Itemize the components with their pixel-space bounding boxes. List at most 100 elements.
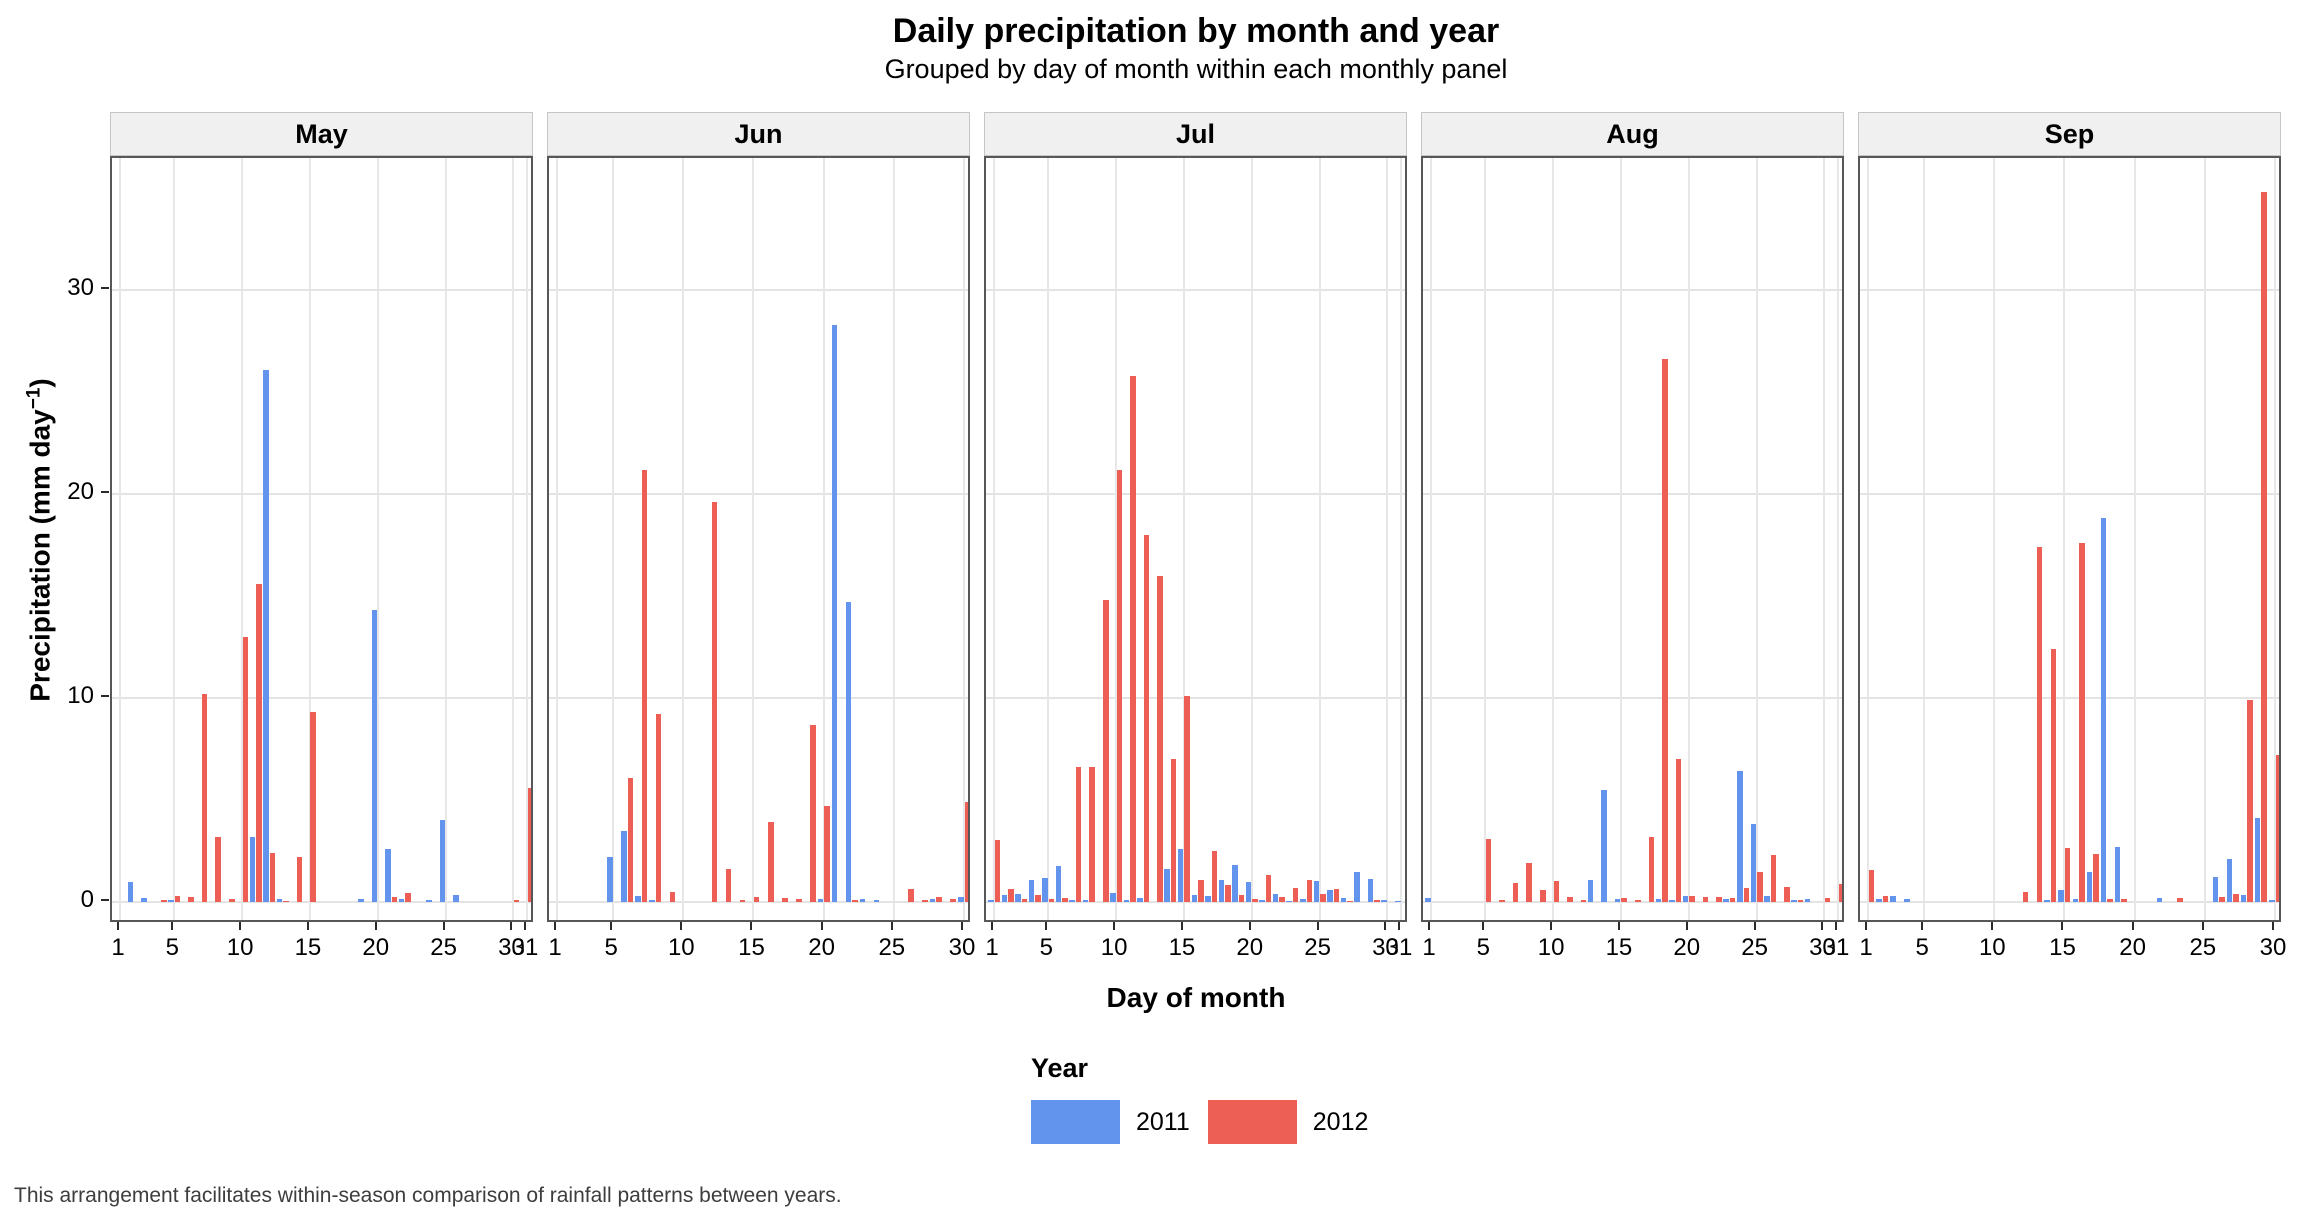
y-tick <box>101 491 109 493</box>
bar-2012 <box>2177 897 2183 902</box>
bar-2012 <box>2022 891 2029 902</box>
panel-strip-aug: Aug <box>1421 112 1844 156</box>
gridline-vertical <box>1823 158 1826 920</box>
gridline-vertical <box>1552 158 1555 920</box>
bar-2012 <box>2261 192 2267 902</box>
bar-2012 <box>161 899 167 902</box>
bar-2011 <box>1300 898 1306 902</box>
gridline-vertical <box>963 158 965 920</box>
gridline-vertical <box>241 158 244 920</box>
x-tick-label: 5 <box>165 934 179 961</box>
bar-2011 <box>1205 895 1211 902</box>
x-tick-label: 15 <box>738 934 765 961</box>
bar-2012 <box>174 895 181 902</box>
bar-2012 <box>201 693 208 902</box>
bar-2012 <box>1757 872 1763 902</box>
x-tick <box>2061 922 2064 930</box>
panel-strip-label: Jun <box>734 118 783 149</box>
x-tick <box>1617 922 1620 930</box>
x-tick <box>610 922 613 930</box>
bar-2012 <box>1499 899 1505 902</box>
bar-2011 <box>371 610 378 902</box>
x-tick-label: 25 <box>430 934 457 961</box>
panel-strip-label: Aug <box>1606 118 1659 149</box>
x-tick <box>117 922 119 930</box>
bar-2012 <box>782 897 788 902</box>
bar-2011 <box>1601 789 1607 902</box>
bar-2012 <box>669 891 676 902</box>
x-tick <box>374 922 377 930</box>
panel-strip-sep: Sep <box>1858 112 2281 156</box>
y-axis-title: Precipitation (mm day−1) <box>23 378 56 702</box>
gridline-vertical <box>1993 158 1996 920</box>
x-tick <box>1835 922 1837 930</box>
bar-2012 <box>1868 870 1874 902</box>
gridline-vertical <box>2133 158 2136 920</box>
bar-2011 <box>168 899 174 902</box>
bar-2011 <box>929 898 936 902</box>
x-tick <box>1550 922 1553 930</box>
bar-2011 <box>1272 893 1279 902</box>
bar-2011 <box>2100 518 2107 902</box>
x-tick <box>1482 922 1485 930</box>
y-tick-label: 30 <box>67 274 94 301</box>
bar-2012 <box>1567 896 1573 902</box>
gridline-vertical <box>892 158 895 920</box>
bar-2012 <box>824 806 830 902</box>
panel-may <box>110 156 533 922</box>
bar-2012 <box>753 896 760 902</box>
bar-2011 <box>426 899 432 902</box>
x-tick-label: 20 <box>362 934 390 961</box>
x-tick-label: 1 <box>1859 934 1873 961</box>
bar-2011 <box>2044 899 2050 902</box>
bar-2012 <box>1702 896 1709 902</box>
bar-2012 <box>1170 759 1177 902</box>
gridline-horizontal <box>986 493 1405 495</box>
bar-2012 <box>2064 847 2071 902</box>
gridline-horizontal <box>112 697 531 699</box>
gridline-horizontal <box>1860 697 2279 699</box>
gridline-horizontal <box>1423 493 1842 495</box>
bar-2012 <box>1824 897 1831 902</box>
bar-2011 <box>621 830 627 902</box>
panel-strip-jun: Jun <box>547 112 970 156</box>
gridline-horizontal <box>549 493 968 495</box>
gridline-horizontal <box>112 493 531 495</box>
bar-2011 <box>1655 898 1662 902</box>
legend-title: Year <box>1031 1053 1089 1083</box>
bar-2011 <box>2072 898 2079 902</box>
bar-2011 <box>859 898 866 902</box>
gridline-vertical <box>993 158 995 920</box>
bar-2012 <box>1265 875 1272 902</box>
legend-label-2012: 2012 <box>1312 1107 1369 1136</box>
legend: Year 2011 2012 <box>1031 1053 1386 1144</box>
bar-2011 <box>1042 877 1048 902</box>
bar-2012 <box>1198 879 1204 902</box>
gridline-vertical <box>556 158 558 920</box>
y-tick-label: 10 <box>67 682 94 709</box>
bar-2012 <box>627 777 634 902</box>
bar-2012 <box>994 839 1000 902</box>
bar-2012 <box>1675 759 1682 902</box>
bar-2012 <box>391 896 398 902</box>
bar-2012 <box>1526 863 1532 902</box>
bar-2012 <box>2050 649 2057 902</box>
x-tick-label: 31 <box>1822 934 1850 961</box>
y-axis-title-superscript: −1 <box>23 387 45 410</box>
bar-2011 <box>1259 899 1265 902</box>
bar-2011 <box>358 898 364 902</box>
x-tick <box>1113 922 1116 930</box>
gridline-horizontal <box>112 289 531 291</box>
x-tick-label: 1 <box>1422 934 1436 961</box>
bar-2011 <box>1764 895 1770 902</box>
gridline-vertical <box>1430 158 1432 920</box>
bar-2011 <box>1791 899 1797 902</box>
x-tick <box>171 922 174 930</box>
bar-2012 <box>1784 886 1790 902</box>
gridline-horizontal <box>1423 697 1842 699</box>
bar-2011 <box>2086 872 2093 902</box>
x-tick-label: 15 <box>2049 934 2076 961</box>
bar-2011 <box>385 848 391 902</box>
x-tick-label: 1 <box>548 934 562 961</box>
bar-2012 <box>1743 887 1750 902</box>
